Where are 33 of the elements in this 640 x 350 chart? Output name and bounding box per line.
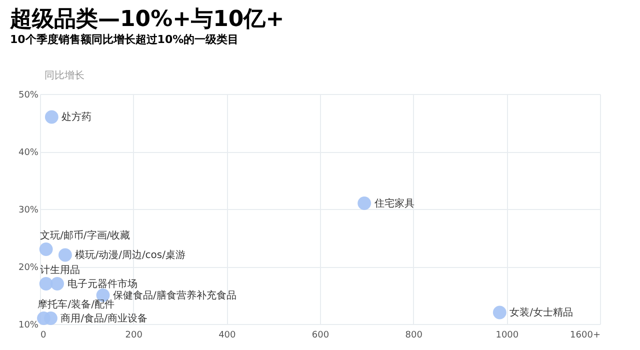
- x-tick-label: 400: [218, 330, 236, 340]
- chart-subtitle: 10个季度销售额同比增长超过10%的一级类目: [10, 33, 239, 46]
- chart-title: 超级品类—10%+与10亿+: [9, 7, 284, 32]
- x-tick-label: 200: [125, 330, 143, 340]
- annotation: 计生用品: [40, 264, 80, 276]
- annotation: 处方药: [62, 111, 92, 123]
- y-tick-label: 50%: [18, 90, 39, 100]
- point: [58, 248, 72, 262]
- annotation: 电子元器件市场: [67, 278, 138, 290]
- point: [358, 196, 372, 210]
- x-tick-label: 600: [312, 330, 330, 340]
- annotation: 住宅家具: [374, 197, 414, 210]
- point: [492, 306, 506, 320]
- annotation: 文玩/邮币/字画/收藏: [40, 229, 130, 242]
- point: [50, 277, 64, 290]
- y-tick-label: 10%: [18, 320, 39, 330]
- annotation: 摩托车/装备/配件: [38, 298, 114, 310]
- x-tick-label: 800: [405, 330, 423, 340]
- y-tick-label: 20%: [18, 263, 39, 273]
- x-tick-label: 1000: [496, 330, 519, 340]
- y-tick-label: 40%: [18, 148, 39, 158]
- annotation: 商用/食品/商业设备: [60, 312, 148, 324]
- annotation: 保健食品/膳食营养补充食品: [113, 289, 236, 302]
- y-tick-label: 30%: [18, 206, 39, 216]
- annotation: 模玩/动漫/周边/cos/桌游: [75, 249, 186, 261]
- x-tick-label: 0: [40, 330, 46, 340]
- point: [39, 277, 53, 290]
- annotation: 女装/女士精品: [510, 306, 574, 318]
- point: [44, 312, 58, 325]
- point: [44, 110, 58, 124]
- y-axis-title: 同比增长: [44, 70, 84, 82]
- x-tick-label: 1600+: [570, 330, 600, 340]
- point: [39, 242, 53, 256]
